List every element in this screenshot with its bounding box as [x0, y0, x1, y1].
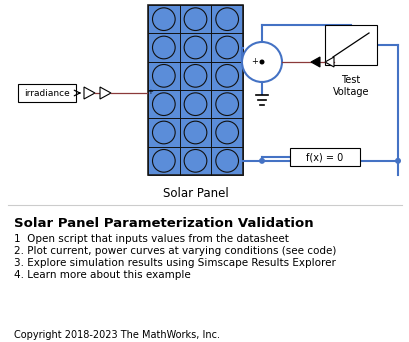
Text: +: + — [251, 56, 258, 66]
Bar — [289, 148, 359, 166]
Bar — [179, 62, 211, 90]
Circle shape — [215, 8, 238, 30]
Bar — [18, 84, 76, 102]
Bar — [211, 62, 243, 90]
Circle shape — [215, 36, 238, 59]
Polygon shape — [324, 57, 333, 67]
Text: 1  Open script that inputs values from the datasheet: 1 Open script that inputs values from th… — [14, 234, 288, 244]
Text: Test
Voltage: Test Voltage — [332, 75, 369, 96]
Bar — [211, 5, 243, 33]
Circle shape — [152, 65, 175, 87]
Circle shape — [241, 42, 281, 82]
Bar — [179, 147, 211, 175]
Bar — [148, 5, 243, 175]
Circle shape — [215, 149, 238, 172]
Circle shape — [184, 149, 206, 172]
Bar — [179, 5, 211, 33]
Bar — [211, 147, 243, 175]
Bar — [148, 5, 179, 33]
Bar — [179, 118, 211, 147]
Bar — [148, 90, 179, 118]
Bar — [211, 118, 243, 147]
Text: Solar Panel: Solar Panel — [162, 187, 228, 200]
Text: 2. Plot current, power curves at varying conditions (see code): 2. Plot current, power curves at varying… — [14, 246, 335, 256]
Bar — [179, 90, 211, 118]
Circle shape — [215, 121, 238, 144]
Bar — [148, 33, 179, 62]
Text: 3. Explore simulation results using Simscape Results Explorer: 3. Explore simulation results using Sims… — [14, 258, 335, 268]
Circle shape — [184, 65, 206, 87]
Bar — [211, 33, 243, 62]
Text: f(x) = 0: f(x) = 0 — [306, 152, 343, 162]
Bar — [324, 25, 376, 65]
Circle shape — [215, 65, 238, 87]
Text: +: + — [147, 89, 153, 95]
Polygon shape — [84, 87, 95, 99]
Circle shape — [152, 149, 175, 172]
Circle shape — [152, 93, 175, 116]
Circle shape — [184, 36, 206, 59]
Circle shape — [259, 60, 264, 65]
Polygon shape — [100, 87, 111, 99]
Circle shape — [184, 93, 206, 116]
Circle shape — [152, 36, 175, 59]
Circle shape — [258, 158, 264, 164]
Polygon shape — [310, 57, 319, 67]
Bar — [179, 33, 211, 62]
Circle shape — [184, 8, 206, 30]
Circle shape — [184, 121, 206, 144]
Text: irradiance: irradiance — [24, 89, 70, 97]
Text: 4. Learn more about this example: 4. Learn more about this example — [14, 270, 190, 280]
Circle shape — [394, 158, 400, 164]
Text: Copyright 2018-2023 The MathWorks, Inc.: Copyright 2018-2023 The MathWorks, Inc. — [14, 330, 220, 340]
Circle shape — [152, 8, 175, 30]
Circle shape — [215, 93, 238, 116]
Bar — [148, 118, 179, 147]
Bar — [148, 147, 179, 175]
Text: Solar Panel Parameterization Validation: Solar Panel Parameterization Validation — [14, 217, 313, 230]
Bar — [148, 62, 179, 90]
Bar — [211, 90, 243, 118]
Circle shape — [152, 121, 175, 144]
